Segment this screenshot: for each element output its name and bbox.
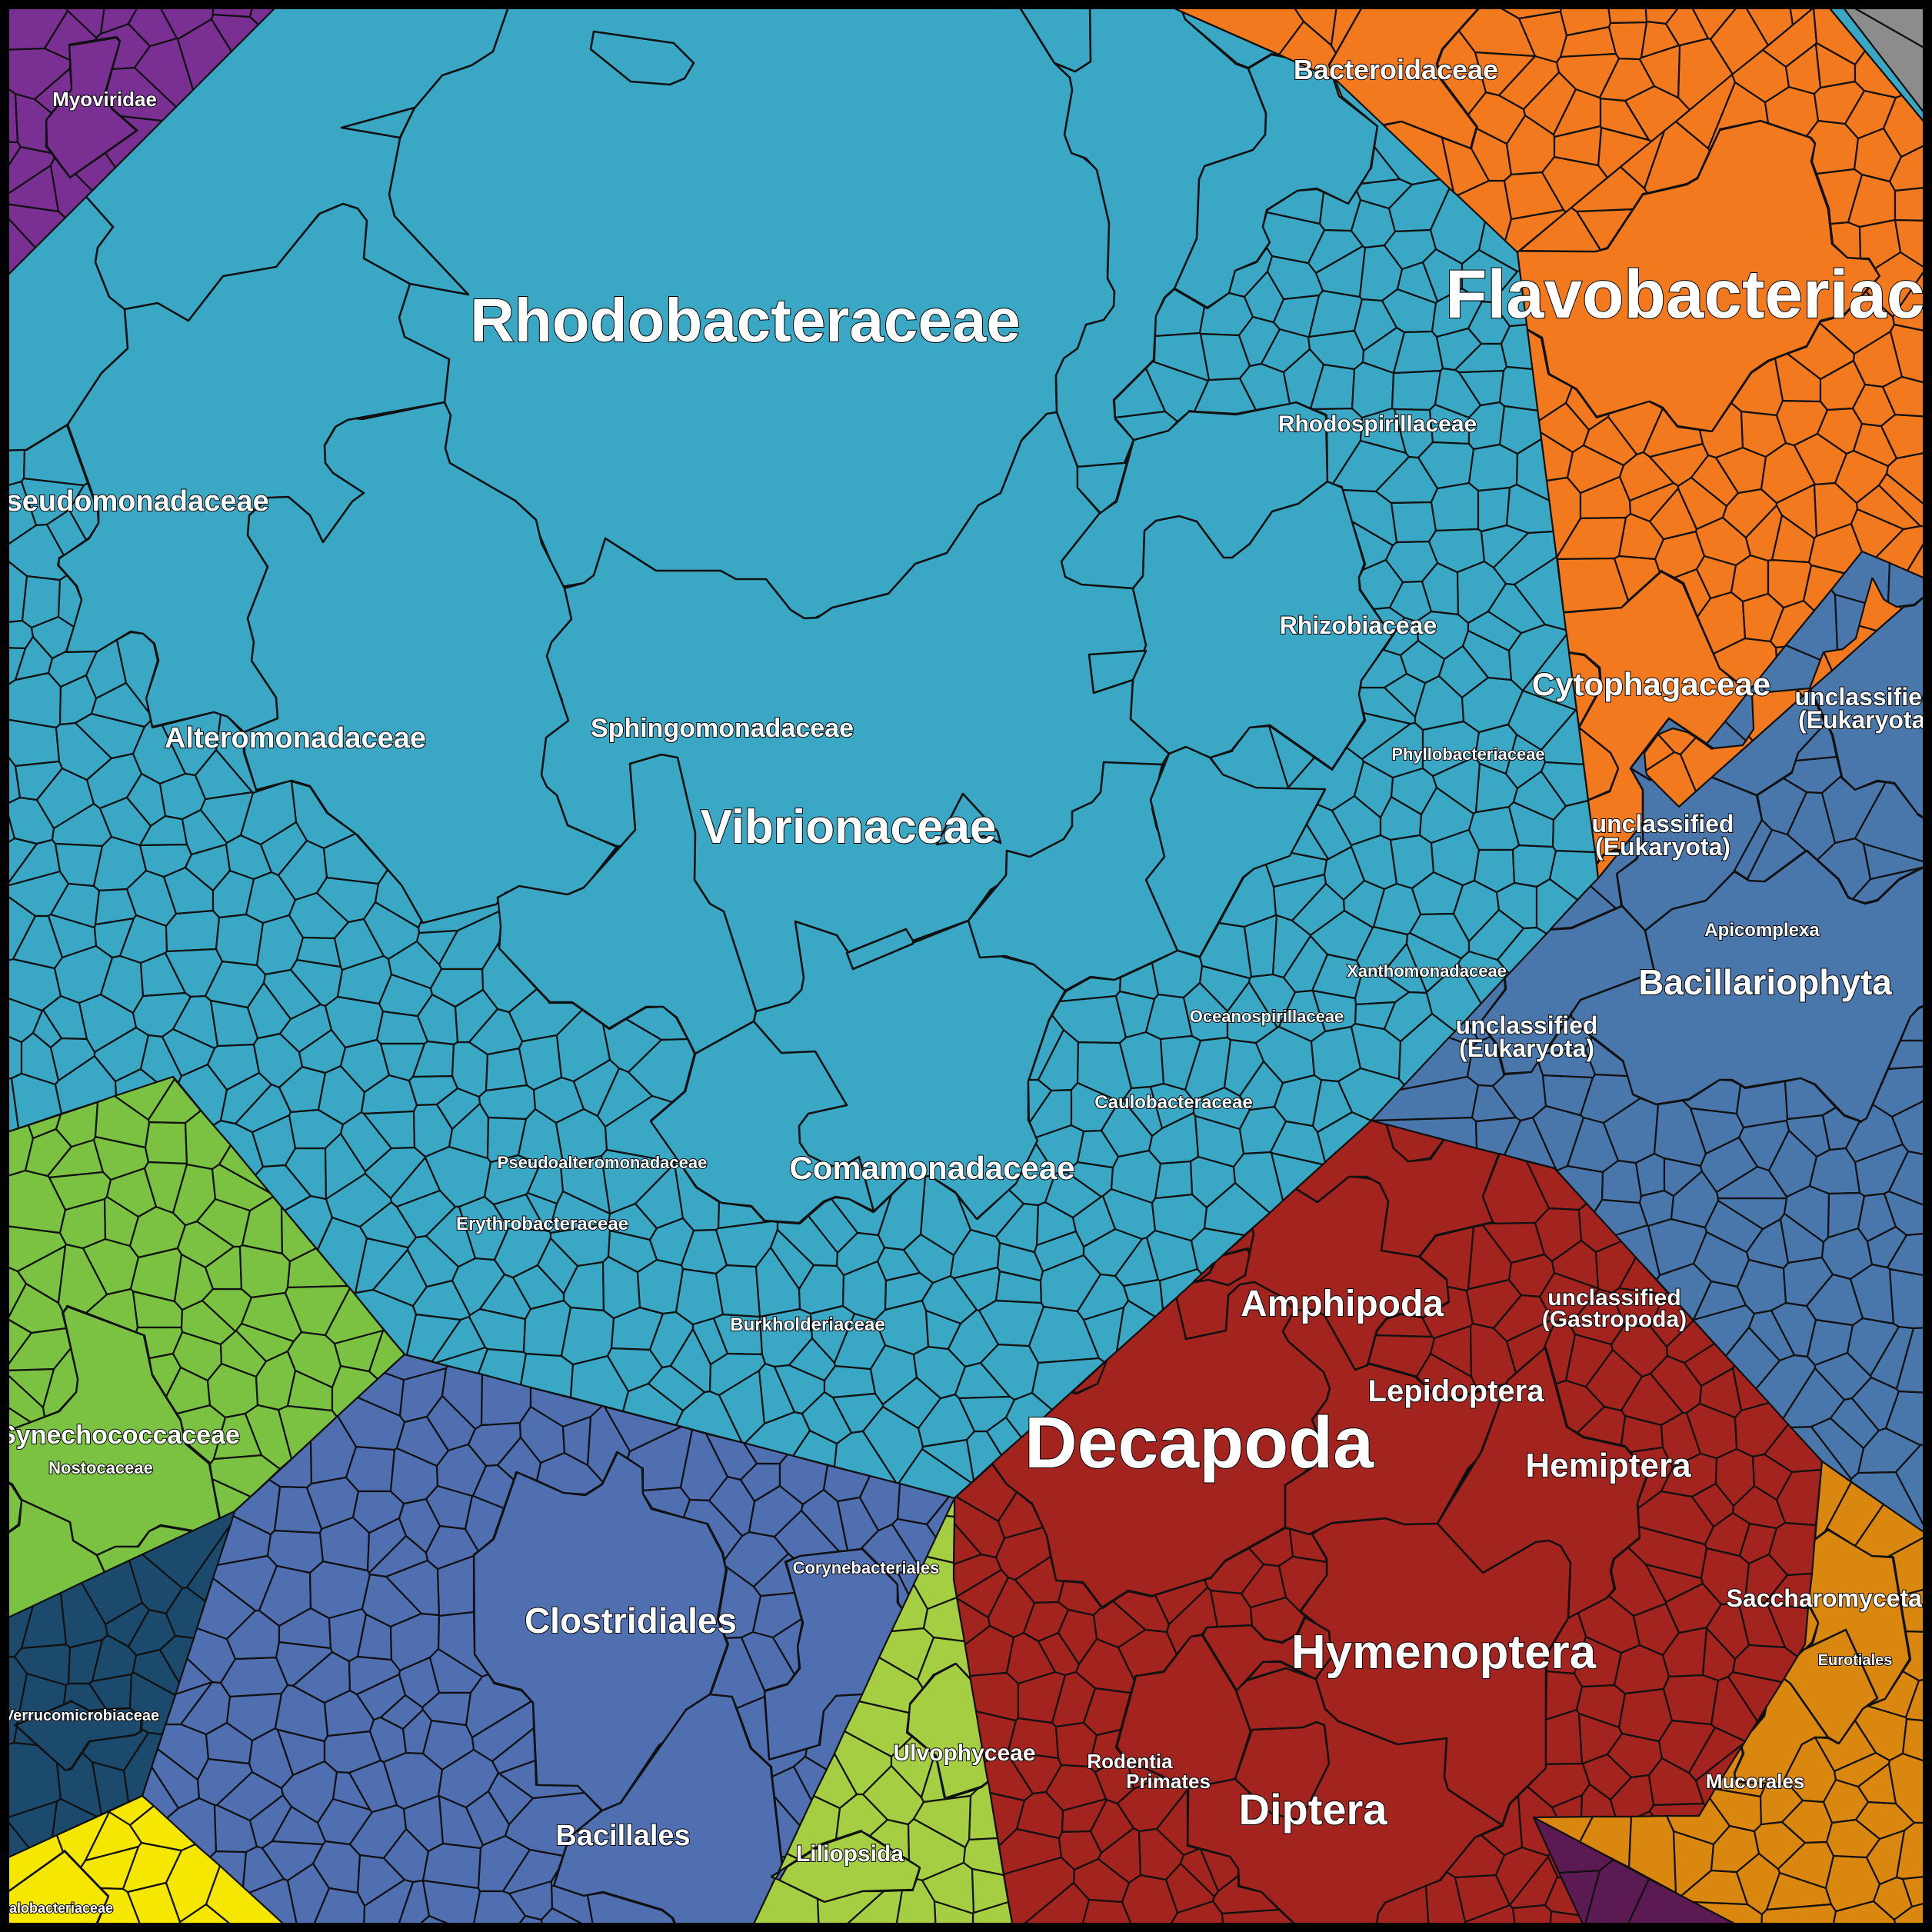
svg-text:Bacteroidaceae: Bacteroidaceae <box>1294 54 1498 85</box>
svg-text:Xanthomonadaceae: Xanthomonadaceae <box>1347 961 1507 981</box>
svg-text:Mucorales: Mucorales <box>1706 1770 1805 1793</box>
svg-text:Comamonadaceae: Comamonadaceae <box>789 1150 1074 1186</box>
svg-text:Rhizobiaceae: Rhizobiaceae <box>1280 611 1437 639</box>
svg-text:Sphingomonadaceae: Sphingomonadaceae <box>591 714 854 743</box>
svg-text:Myoviridae: Myoviridae <box>52 88 157 111</box>
svg-text:Amphipoda: Amphipoda <box>1241 1284 1444 1324</box>
svg-text:Erythrobacteraceae: Erythrobacteraceae <box>456 1214 628 1234</box>
svg-text:Pseudomonadaceae: Pseudomonadaceae <box>0 485 269 518</box>
svg-text:Phyllobacteriaceae: Phyllobacteriaceae <box>1391 744 1544 764</box>
svg-text:Liliopsida: Liliopsida <box>796 1841 904 1867</box>
svg-text:Burkholderiaceae: Burkholderiaceae <box>730 1314 884 1335</box>
svg-text:Diptera: Diptera <box>1239 1785 1388 1834</box>
svg-text:Caulobacteraceae: Caulobacteraceae <box>1094 1092 1252 1113</box>
svg-text:(Gastropoda): (Gastropoda) <box>1542 1307 1687 1332</box>
svg-text:Eurotiales: Eurotiales <box>1818 1652 1893 1669</box>
svg-text:Hymenoptera: Hymenoptera <box>1291 1626 1597 1679</box>
svg-text:Rhodospirillaceae: Rhodospirillaceae <box>1278 411 1477 437</box>
svg-text:Nostocaceae: Nostocaceae <box>48 1458 153 1477</box>
svg-text:Oceanospirillaceae: Oceanospirillaceae <box>1190 1007 1344 1026</box>
svg-text:Pseudoalteromonadaceae: Pseudoalteromonadaceae <box>498 1153 708 1172</box>
svg-text:(Eukaryota): (Eukaryota) <box>1595 833 1730 861</box>
svg-text:Clostridiales: Clostridiales <box>525 1601 737 1641</box>
svg-text:(Eukaryota): (Eukaryota) <box>1798 706 1932 734</box>
svg-text:Hemiptera: Hemiptera <box>1525 1447 1691 1484</box>
svg-text:Flavobacteriaceae: Flavobacteriaceae <box>1445 255 1932 332</box>
svg-text:Cytophagaceae: Cytophagaceae <box>1532 666 1770 702</box>
svg-text:Lepidoptera: Lepidoptera <box>1368 1374 1545 1408</box>
svg-text:Rhodobacteraceae: Rhodobacteraceae <box>470 286 1021 355</box>
svg-text:Apicomplexa: Apicomplexa <box>1704 920 1820 941</box>
svg-text:Bacillales: Bacillales <box>555 1820 690 1852</box>
svg-text:Ulvophyceae: Ulvophyceae <box>893 1740 1035 1766</box>
svg-text:Alteromonadaceae: Alteromonadaceae <box>165 722 426 754</box>
svg-text:Corynebacteriales: Corynebacteriales <box>793 1558 940 1577</box>
svg-text:Vibrionaceae: Vibrionaceae <box>701 801 997 854</box>
svg-text:Verrucomicrobiaceae: Verrucomicrobiaceae <box>4 1707 159 1724</box>
svg-text:Decapoda: Decapoda <box>1024 1402 1374 1484</box>
svg-text:Halobacteriaceae: Halobacteriaceae <box>0 1900 113 1916</box>
svg-text:Bacillariophyta: Bacillariophyta <box>1638 962 1892 1002</box>
svg-text:Synechococcaceae: Synechococcaceae <box>0 1421 240 1450</box>
svg-text:Saccharomycetales: Saccharomycetales <box>1727 1584 1932 1612</box>
svg-text:Primates: Primates <box>1126 1770 1211 1793</box>
svg-text:(Eukaryota): (Eukaryota) <box>1459 1034 1594 1062</box>
